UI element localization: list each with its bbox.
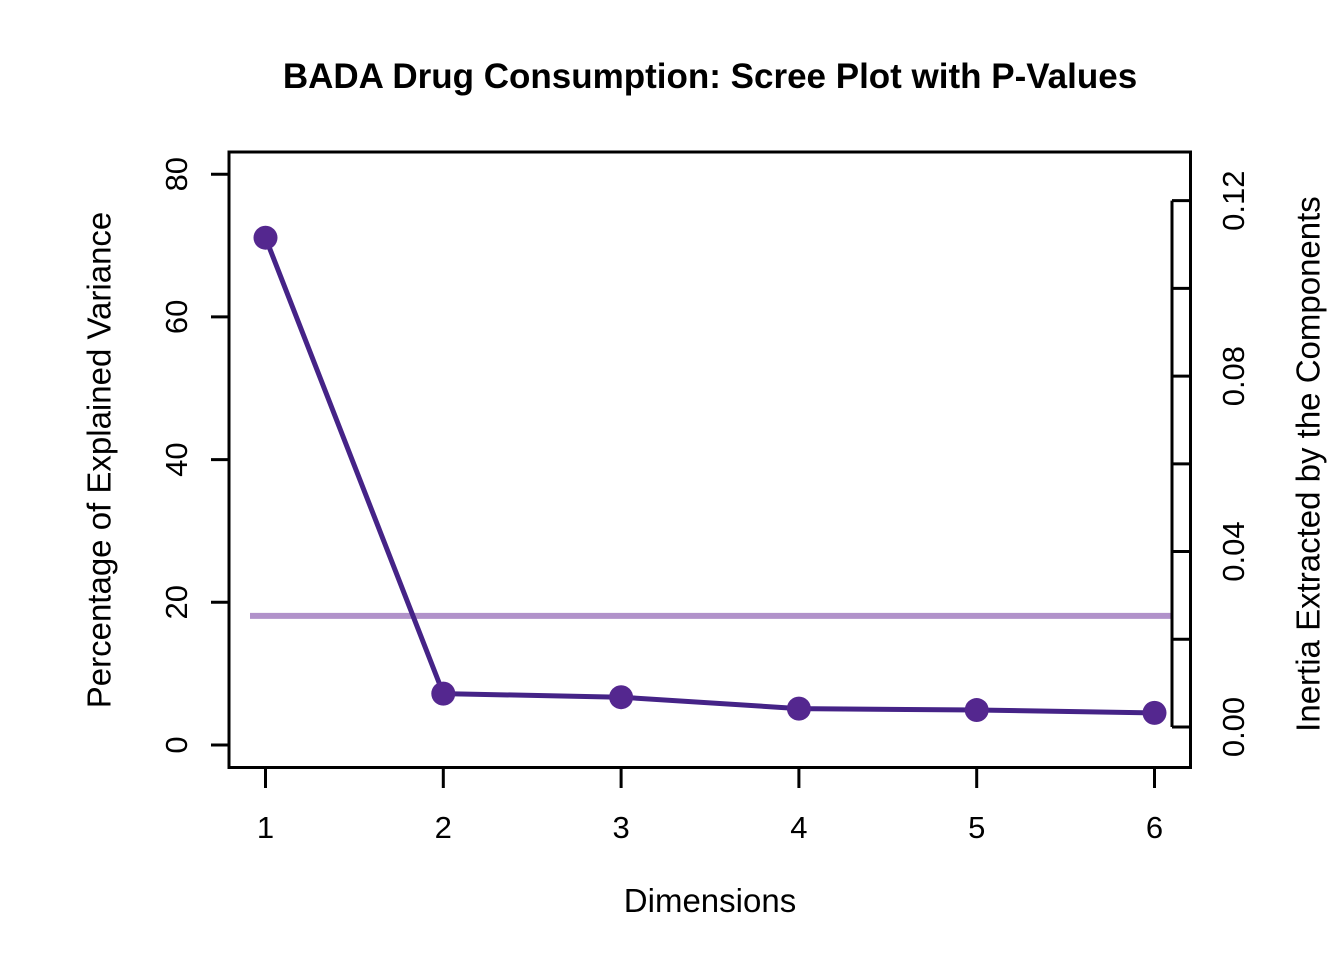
- left-axis-tick-label-20: 20: [159, 585, 194, 619]
- right-y-axis-title: Inertia Extracted by the Components: [1290, 196, 1327, 732]
- left-axis-tick-label-80: 80: [159, 157, 194, 191]
- right-axis-tick-label-0.08: 0.08: [1216, 346, 1251, 406]
- x-axis-tick-label-1: 1: [257, 810, 274, 845]
- data-point-dim-2: [431, 681, 456, 706]
- x-axis-title: Dimensions: [624, 882, 796, 919]
- x-axis-tick-label-6: 6: [1146, 810, 1163, 845]
- data-point-dim-4: [786, 696, 811, 721]
- left-axis-tick-label-40: 40: [159, 442, 194, 476]
- axes-layer: 0 20 40 60 80 1 2 3 4 5 6 0.00 0.04 0.08 0.12: [159, 150, 1251, 845]
- data-point-dim-5: [964, 698, 989, 723]
- x-axis-tick-label-4: 4: [790, 810, 807, 845]
- left-y-axis-title: Percentage of Explained Variance: [81, 212, 118, 709]
- chart-title: BADA Drug Consumption: Scree Plot with P…: [283, 57, 1137, 96]
- x-axis-tick-label-3: 3: [612, 810, 629, 845]
- data-point-dim-1: [253, 225, 278, 250]
- right-axis-tick-label-0.04: 0.04: [1216, 521, 1251, 581]
- left-axis-tick-label-0: 0: [159, 736, 194, 753]
- x-axis-tick-label-2: 2: [435, 810, 452, 845]
- right-axis-tick-label-0.00: 0.00: [1216, 697, 1251, 757]
- x-axis-tick-label-5: 5: [968, 810, 985, 845]
- left-axis-tick-label-60: 60: [159, 300, 194, 334]
- data-series-layer: [253, 225, 1167, 725]
- scree-line: [263, 236, 1155, 716]
- right-axis-tick-label-0.12: 0.12: [1216, 171, 1251, 231]
- data-point-dim-6: [1142, 700, 1167, 725]
- data-point-dim-3: [609, 685, 634, 710]
- plot-box: [227, 150, 1192, 769]
